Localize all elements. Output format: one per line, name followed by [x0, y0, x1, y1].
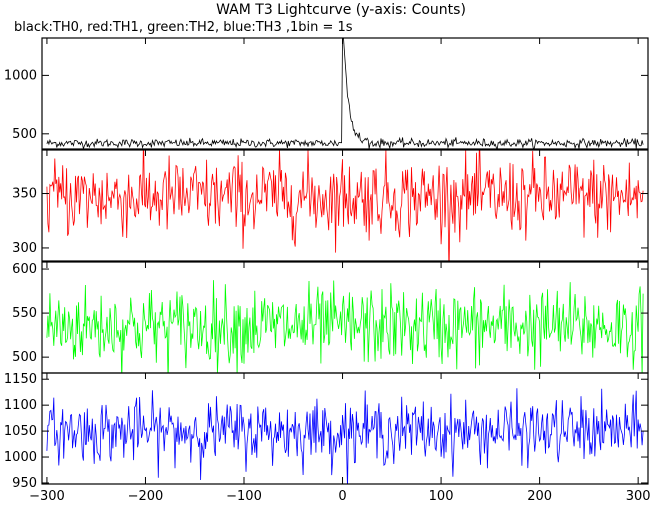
y-tick-label: 550: [12, 306, 37, 321]
y-tick-label: 1000: [4, 68, 37, 83]
x-tick-label: 0: [338, 489, 346, 504]
panel-0: 500 1000: [4, 37, 649, 150]
x-tick-label: 100: [429, 489, 454, 504]
x-tick-label: −200: [128, 489, 164, 504]
x-tick-label: −100: [226, 489, 262, 504]
panel-3: 950 1000 1050 1100 1150: [4, 372, 649, 491]
y-tick-label: 1050: [4, 424, 37, 439]
y-tick-label: 500: [12, 127, 37, 142]
series-0-line: [46, 38, 644, 149]
y-tick-label: 600: [12, 262, 37, 277]
x-tick-label: 200: [527, 489, 552, 504]
chart-subtitle: black:TH0, red:TH1, green:TH2, blue:TH3 …: [14, 20, 353, 35]
series-1-line: [46, 150, 644, 261]
panel-frame: [41, 149, 649, 262]
panels: 500 1000 300 350 500 550 600 950 1000 1050 1100 115…: [4, 37, 649, 491]
x-tick-label: 300: [626, 489, 650, 504]
x-tick-label: −300: [29, 489, 65, 504]
y-tick-label: 350: [12, 187, 37, 202]
y-tick-label: 500: [12, 350, 37, 365]
y-tick-label: 950: [12, 476, 37, 491]
y-tick-label: 1000: [4, 450, 37, 465]
y-tick-label: 1100: [4, 398, 37, 413]
panel-frame: [41, 37, 649, 150]
panel-1: 300 350: [12, 149, 649, 262]
x-axis: −300 −200 −100 0 100 200 300: [29, 38, 650, 504]
series-2-line: [46, 280, 644, 373]
panel-2: 500 550 600: [12, 261, 649, 374]
series-3-line: [46, 388, 644, 484]
chart-title: WAM T3 Lightcurve (y-axis: Counts): [216, 2, 466, 18]
y-tick-label: 1150: [4, 372, 37, 387]
y-tick-label: 300: [12, 241, 37, 256]
panel-frame: [41, 372, 649, 485]
